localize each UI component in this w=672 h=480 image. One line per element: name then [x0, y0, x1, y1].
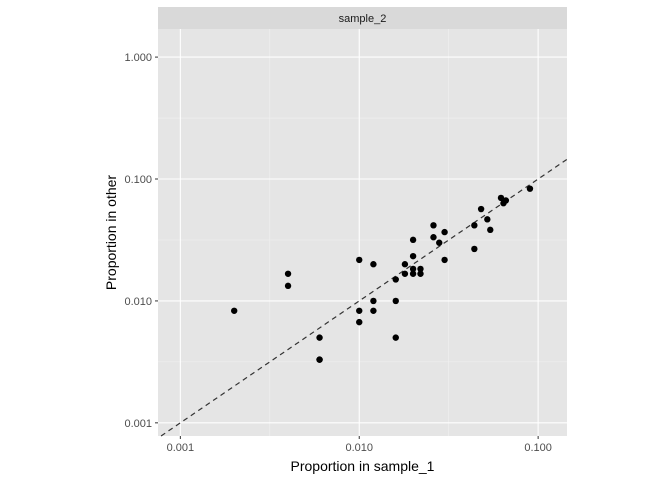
x-tick-label: 0.010: [345, 442, 373, 454]
data-point: [392, 276, 399, 283]
data-point: [370, 307, 377, 314]
data-point: [471, 245, 478, 253]
data-point: [409, 252, 417, 260]
data-point: [401, 270, 409, 277]
data-point: [487, 226, 494, 234]
data-point: [526, 185, 534, 192]
identity-reference-line: [160, 158, 568, 437]
data-point: [409, 236, 417, 244]
x-tick-label: 0.001: [167, 442, 195, 454]
data-point: [284, 282, 292, 290]
data-point: [497, 194, 505, 202]
x-axis-title: Proportion in sample_1: [291, 458, 435, 474]
data-point: [409, 270, 417, 277]
data-point: [392, 297, 399, 305]
data-point: [441, 228, 448, 236]
strip-background: [158, 7, 567, 29]
data-point: [471, 222, 478, 229]
y-tick-label: 1.000: [124, 52, 152, 64]
minor-gridlines: [158, 29, 567, 436]
data-point: [392, 334, 399, 341]
data-point: [316, 356, 323, 363]
data-point: [284, 270, 292, 277]
y-tick-label: 0.010: [124, 296, 152, 308]
facet-strip-label: sample_2: [339, 13, 387, 25]
data-point: [417, 265, 424, 273]
data-point: [477, 205, 485, 213]
data-point: [370, 297, 377, 305]
data-point: [484, 216, 491, 223]
y-tick-label: 0.100: [124, 174, 152, 186]
data-point: [441, 256, 448, 264]
data-point: [401, 261, 409, 268]
data-point: [356, 256, 363, 264]
plot-panel: [158, 29, 567, 436]
data-point: [356, 318, 363, 326]
x-tick-label: 0.100: [524, 442, 552, 454]
data-point: [370, 261, 377, 268]
y-axis-title: Proportion in other: [103, 175, 119, 291]
data-point: [436, 239, 443, 246]
data-point: [502, 197, 510, 204]
data-point: [430, 222, 437, 229]
data-point: [231, 307, 238, 314]
data-point: [417, 270, 424, 277]
data-points: [231, 185, 534, 363]
data-point: [430, 234, 437, 241]
y-tick-label: 0.001: [124, 418, 152, 430]
data-point: [409, 265, 417, 273]
major-gridlines: [158, 29, 567, 436]
data-point: [316, 334, 323, 341]
y-axis: 0.001 0.010 0.100 1.000: [124, 52, 158, 430]
data-point: [356, 307, 363, 314]
